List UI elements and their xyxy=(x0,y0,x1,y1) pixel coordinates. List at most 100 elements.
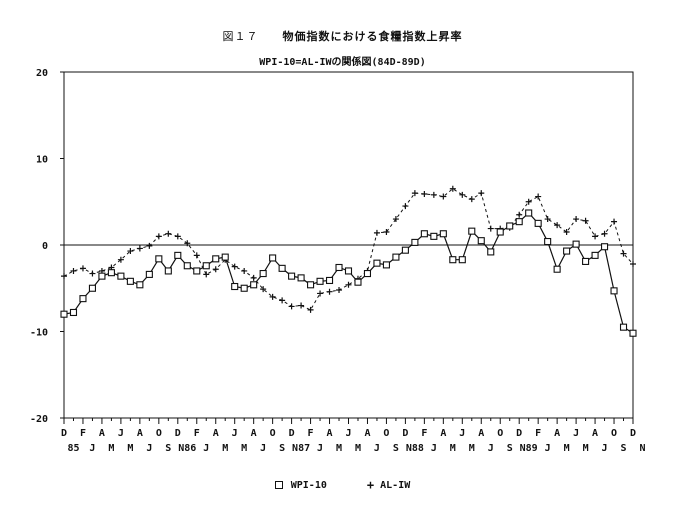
x-tick-label-month: D xyxy=(630,428,636,439)
x-tick-label-month: A xyxy=(99,428,105,439)
data-point-al-iw xyxy=(298,302,305,309)
data-point-wpi-10 xyxy=(629,329,637,337)
data-point-al-iw xyxy=(573,216,580,223)
data-point-al-iw xyxy=(146,242,153,249)
data-point-wpi-10 xyxy=(297,274,305,282)
data-point-wpi-10 xyxy=(600,243,609,251)
data-point-al-iw xyxy=(326,288,333,295)
data-point-al-iw xyxy=(174,233,181,240)
data-point-wpi-10 xyxy=(269,254,277,262)
data-point-wpi-10 xyxy=(79,295,87,303)
series-line-al-iw xyxy=(63,188,634,311)
data-point-wpi-10 xyxy=(354,278,362,286)
data-point-al-iw xyxy=(535,193,542,200)
data-point-wpi-10 xyxy=(183,262,191,270)
data-point-al-iw xyxy=(165,230,172,237)
data-point-al-iw xyxy=(468,196,475,203)
data-point-wpi-10 xyxy=(316,277,324,285)
data-point-wpi-10 xyxy=(60,310,68,318)
y-tick-label: 10 xyxy=(36,155,48,166)
data-point-al-iw xyxy=(392,216,399,223)
data-point-wpi-10 xyxy=(439,230,447,238)
data-point-wpi-10 xyxy=(69,308,78,317)
data-point-al-iw xyxy=(402,203,409,210)
x-tick-label-year: M xyxy=(469,443,475,454)
x-tick-label-month: J xyxy=(459,428,465,439)
data-point-wpi-10 xyxy=(468,227,476,235)
data-point-wpi-10 xyxy=(373,259,381,267)
data-point-al-iw xyxy=(241,267,248,274)
x-tick-label-year: S xyxy=(165,443,171,454)
data-point-al-iw xyxy=(544,216,551,223)
data-point-wpi-10 xyxy=(221,253,229,261)
data-point-wpi-10 xyxy=(401,246,409,254)
x-tick-label-year: N86 xyxy=(178,443,196,454)
data-point-wpi-10 xyxy=(610,287,618,295)
data-point-al-iw xyxy=(307,306,314,313)
data-point-al-iw xyxy=(601,230,608,237)
data-point-wpi-10 xyxy=(411,238,419,246)
data-point-al-iw xyxy=(203,271,210,278)
x-tick-label-year: J xyxy=(374,443,380,454)
data-point-wpi-10 xyxy=(240,284,248,292)
data-point-al-iw xyxy=(630,261,636,268)
data-point-wpi-10 xyxy=(259,269,267,278)
x-tick-label-year: J xyxy=(146,443,152,454)
data-point-al-iw xyxy=(478,190,485,197)
data-point-wpi-10 xyxy=(392,253,400,261)
data-point-wpi-10 xyxy=(515,218,523,226)
data-point-wpi-10 xyxy=(430,232,438,240)
data-point-al-iw xyxy=(345,281,352,288)
data-point-wpi-10 xyxy=(126,277,134,285)
data-point-al-iw xyxy=(611,218,618,225)
data-point-al-iw xyxy=(440,193,447,200)
data-point-wpi-10 xyxy=(212,255,220,263)
x-tick-label-month: O xyxy=(270,428,276,439)
x-tick-label-year: J xyxy=(89,443,95,454)
data-point-wpi-10 xyxy=(145,270,153,278)
data-point-wpi-10 xyxy=(619,323,628,331)
x-tick-label-month: O xyxy=(611,428,617,439)
chart-title: 図１７ 物価指数における食糧指数上昇率 xyxy=(0,28,685,44)
x-tick-label-year: S xyxy=(621,443,627,454)
x-tick-label-year: N88 xyxy=(406,443,424,454)
legend-square-icon xyxy=(274,481,283,489)
chart-title-text: 物価指数における食糧指数上昇率 xyxy=(282,30,463,43)
data-point-al-iw xyxy=(430,191,437,198)
data-point-wpi-10 xyxy=(202,262,210,270)
data-point-al-iw xyxy=(212,266,219,273)
x-tick-label-month: F xyxy=(80,428,86,439)
x-tick-label-month: D xyxy=(175,428,181,439)
x-tick-label-month: A xyxy=(327,428,333,439)
data-point-wpi-10 xyxy=(553,265,561,273)
data-point-wpi-10 xyxy=(506,222,514,230)
x-tick-label-year: N xyxy=(639,443,645,454)
x-tick-label-month: D xyxy=(289,428,295,439)
data-point-wpi-10 xyxy=(307,281,315,289)
data-point-al-iw xyxy=(193,252,200,259)
x-tick-label-year: M xyxy=(450,443,456,454)
x-tick-label-month: F xyxy=(421,428,427,439)
data-point-wpi-10 xyxy=(363,269,372,278)
x-tick-label-year: M xyxy=(583,443,589,454)
y-tick-label: -20 xyxy=(30,414,48,425)
data-point-al-iw xyxy=(449,185,456,192)
data-point-wpi-10 xyxy=(591,251,599,259)
x-tick-label-year: M xyxy=(222,443,228,454)
data-point-wpi-10 xyxy=(563,247,571,255)
x-tick-label-year: J xyxy=(602,443,608,454)
data-point-wpi-10 xyxy=(458,256,466,264)
data-point-wpi-10 xyxy=(382,261,390,269)
data-point-wpi-10 xyxy=(420,230,428,238)
data-point-wpi-10 xyxy=(250,281,258,289)
data-point-al-iw xyxy=(288,303,295,310)
data-point-al-iw xyxy=(592,233,599,240)
x-tick-label-month: J xyxy=(345,428,351,439)
data-point-al-iw xyxy=(317,290,324,297)
x-tick-label-month: O xyxy=(383,428,389,439)
data-point-al-iw xyxy=(411,190,418,197)
x-tick-label-month: D xyxy=(516,428,522,439)
data-point-wpi-10 xyxy=(164,267,172,275)
x-tick-label-year: J xyxy=(488,443,494,454)
data-point-al-iw xyxy=(61,273,67,280)
